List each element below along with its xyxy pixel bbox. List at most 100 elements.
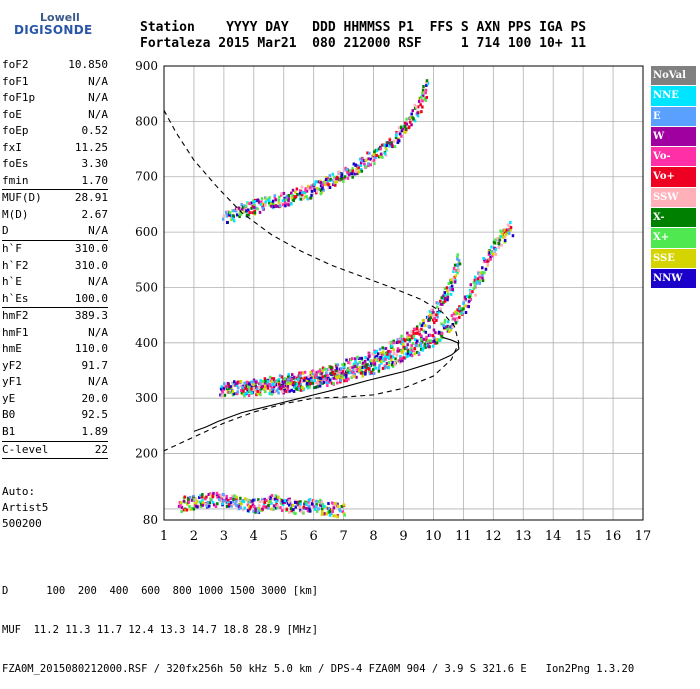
echo-point bbox=[283, 499, 287, 503]
echo-point bbox=[292, 199, 296, 203]
echo-point bbox=[365, 365, 368, 369]
echo-point bbox=[425, 335, 428, 339]
echo-point bbox=[308, 379, 311, 383]
echo-point bbox=[481, 270, 484, 274]
echo-point bbox=[343, 175, 347, 179]
echo-point bbox=[411, 330, 415, 334]
echo-point bbox=[476, 280, 479, 284]
echo-point bbox=[365, 158, 368, 162]
echo-point bbox=[393, 145, 397, 149]
echo-point bbox=[463, 298, 466, 302]
echo-point bbox=[400, 359, 404, 363]
echo-point bbox=[413, 119, 417, 123]
echo-point bbox=[328, 186, 332, 190]
echo-point bbox=[284, 198, 287, 202]
echo-point bbox=[354, 163, 357, 167]
echo-point bbox=[353, 375, 356, 379]
echo-point bbox=[399, 126, 403, 130]
echo-point bbox=[278, 374, 282, 378]
echo-point bbox=[233, 494, 236, 498]
echo-point bbox=[411, 109, 415, 113]
echo-point bbox=[488, 251, 491, 255]
echo-point bbox=[328, 380, 331, 384]
echo-point bbox=[272, 504, 276, 508]
echo-point bbox=[315, 191, 318, 195]
echo-point bbox=[246, 509, 250, 513]
echo-point bbox=[425, 338, 428, 342]
echo-point bbox=[405, 117, 408, 121]
x-tick-label: 12 bbox=[485, 529, 502, 544]
x-tick-label: 4 bbox=[250, 529, 258, 544]
echo-point bbox=[384, 352, 388, 356]
echo-point bbox=[338, 375, 341, 379]
echo-point bbox=[298, 384, 301, 388]
echo-point bbox=[228, 503, 231, 507]
echo-point bbox=[183, 495, 187, 499]
echo-point bbox=[377, 366, 381, 370]
echo-point bbox=[410, 349, 414, 353]
echo-point bbox=[428, 318, 431, 322]
echo-point bbox=[272, 204, 276, 208]
echo-point bbox=[463, 295, 467, 299]
echo-point bbox=[325, 512, 328, 516]
echo-point bbox=[423, 342, 427, 346]
x-tick-label: 13 bbox=[515, 529, 532, 544]
echo-point bbox=[381, 143, 384, 147]
echo-point bbox=[317, 376, 320, 380]
echo-point bbox=[272, 497, 275, 501]
echo-point bbox=[458, 309, 462, 313]
echo-point bbox=[274, 382, 277, 386]
echo-point bbox=[428, 309, 432, 313]
echo-point bbox=[340, 173, 344, 177]
echo-point bbox=[424, 88, 428, 92]
echo-point bbox=[425, 80, 428, 84]
echo-point bbox=[449, 287, 452, 291]
echo-point bbox=[249, 505, 253, 509]
echo-point bbox=[287, 378, 290, 382]
echo-point bbox=[332, 181, 336, 185]
echo-point bbox=[401, 127, 405, 131]
param-label: foEs bbox=[2, 157, 29, 171]
echo-point bbox=[287, 203, 290, 207]
param-row: MUF(D) 28.91 bbox=[2, 190, 108, 207]
param-value: 91.7 bbox=[81, 358, 109, 372]
echo-point bbox=[385, 141, 389, 145]
echo-point bbox=[410, 344, 413, 348]
echo-point bbox=[320, 507, 324, 511]
echo-point bbox=[355, 167, 358, 171]
echo-point bbox=[433, 337, 436, 341]
echo-point bbox=[351, 366, 354, 370]
echo-point bbox=[283, 388, 287, 392]
echo-point bbox=[412, 332, 415, 336]
x-tick-label: 17 bbox=[635, 529, 652, 544]
echo-point bbox=[391, 355, 395, 359]
echo-point bbox=[401, 339, 404, 343]
echo-point bbox=[180, 505, 184, 509]
echo-point bbox=[432, 340, 435, 344]
param-row: yE 20.0 bbox=[2, 391, 108, 408]
echo-point bbox=[330, 371, 333, 375]
echo-point bbox=[250, 201, 253, 205]
echo-point bbox=[273, 389, 277, 393]
echo-point bbox=[464, 297, 467, 301]
echo-point bbox=[275, 383, 279, 387]
echo-point bbox=[222, 499, 225, 503]
echo-point bbox=[362, 361, 365, 365]
echo-point bbox=[454, 274, 458, 278]
echo-point bbox=[453, 263, 457, 267]
legend: NoVal NNE E W Vo- Vo+ SSW X- X+ SSE NNW bbox=[651, 66, 696, 290]
echo-point bbox=[264, 202, 267, 206]
echo-point bbox=[297, 379, 300, 383]
echo-point bbox=[456, 318, 459, 322]
echo-point bbox=[442, 300, 445, 304]
echo-point bbox=[315, 186, 319, 190]
echo-point bbox=[431, 334, 435, 338]
echo-point bbox=[268, 196, 271, 200]
echo-point bbox=[457, 308, 460, 312]
echo-point bbox=[319, 498, 322, 502]
echo-point bbox=[450, 284, 454, 288]
echo-point bbox=[321, 186, 324, 190]
echo-point bbox=[359, 161, 363, 165]
echo-point bbox=[397, 131, 400, 135]
echo-point bbox=[280, 387, 283, 391]
